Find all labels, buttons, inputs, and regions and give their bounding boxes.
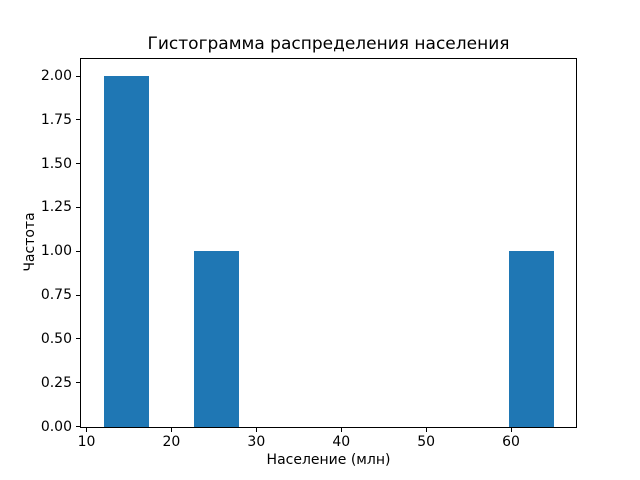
- y-axis-tick-label: 0.50: [40, 330, 72, 347]
- x-tick-mark: [425, 426, 427, 432]
- y-tick-mark: [76, 338, 81, 340]
- x-axis-label: Население (млн): [266, 452, 391, 468]
- y-axis-tick-label: 0.00: [40, 418, 72, 435]
- x-axis-tick-label: 20: [162, 433, 181, 450]
- x-tick-mark: [170, 426, 172, 432]
- y-axis-tick-label: 1.50: [40, 155, 72, 172]
- x-axis-tick-label: 50: [417, 433, 436, 450]
- y-tick-mark: [76, 75, 81, 77]
- y-axis-tick-label: 1.25: [40, 199, 72, 216]
- y-axis-tick-label: 1.00: [40, 243, 72, 260]
- x-tick-mark: [255, 426, 257, 432]
- y-tick-mark: [76, 206, 81, 208]
- histogram-bar: [103, 76, 149, 427]
- y-axis-tick-label: 1.75: [40, 111, 72, 128]
- histogram-bar: [193, 251, 239, 427]
- x-axis-tick-label: 10: [77, 433, 96, 450]
- y-tick-mark: [76, 250, 81, 252]
- x-axis-tick-label: 30: [247, 433, 266, 450]
- histogram-bar: [508, 251, 554, 427]
- y-tick-mark: [76, 382, 81, 384]
- y-tick-mark: [76, 426, 81, 427]
- y-axis-tick-label: 0.75: [40, 287, 72, 304]
- y-tick-mark: [76, 163, 81, 165]
- x-axis-tick-label: 60: [502, 433, 520, 450]
- x-tick-mark: [510, 426, 512, 432]
- x-tick-mark: [340, 426, 342, 432]
- plot-area: 10 20 30 40 50 60 0.00 0.25 0.50 0.75 1.00 1.25 1.50…: [41, 57, 577, 450]
- y-axis-tick-label: 0.25: [40, 374, 72, 391]
- x-axis-tick-label: 40: [332, 433, 351, 450]
- y-axis-tick-label: 2.00: [40, 68, 72, 85]
- chart-title: Гистограмма распределения населения: [147, 34, 510, 54]
- y-tick-mark: [76, 119, 81, 121]
- y-tick-mark: [76, 294, 81, 296]
- y-axis-label: Частота: [22, 212, 38, 272]
- x-tick-mark: [86, 426, 88, 432]
